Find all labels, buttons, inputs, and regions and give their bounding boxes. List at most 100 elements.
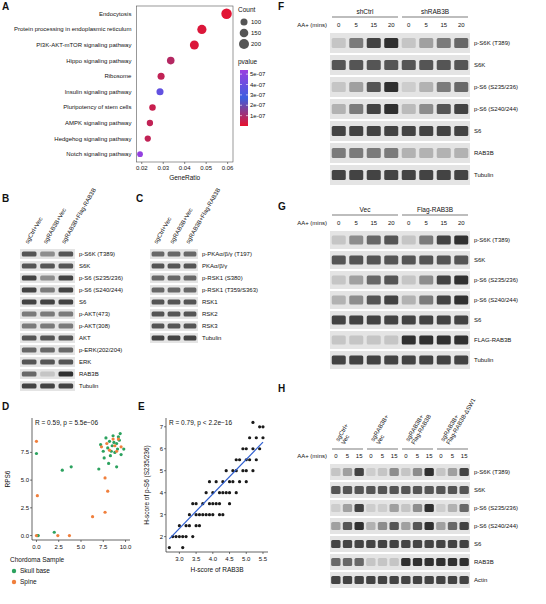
blot-band <box>331 468 340 476</box>
blot-band <box>378 486 387 494</box>
blot-band <box>401 576 410 584</box>
time-label: 0 <box>404 453 408 459</box>
blot-band <box>437 296 451 305</box>
blot-band <box>436 558 445 566</box>
time-label: 15 <box>426 453 433 459</box>
blot-band <box>425 486 434 494</box>
blot-strip <box>150 333 198 343</box>
point <box>181 546 184 549</box>
blot-band <box>349 236 363 245</box>
point <box>241 469 244 472</box>
row-label: S6 <box>474 128 482 134</box>
blot-band <box>331 504 340 512</box>
colorbar-tick <box>246 94 248 95</box>
blot-strip <box>20 357 75 367</box>
y-tick <box>30 507 32 508</box>
blot-band <box>40 372 55 377</box>
blot-band <box>343 468 352 476</box>
blot-strip <box>330 464 470 480</box>
blot-band <box>448 486 457 494</box>
blot-band <box>332 356 346 365</box>
blot-band <box>384 170 398 180</box>
point <box>102 450 105 453</box>
blot-band <box>437 170 451 180</box>
blot-band <box>384 82 398 92</box>
point <box>117 437 120 440</box>
blot-band <box>402 356 416 365</box>
blot-strip <box>150 285 198 295</box>
blot-band <box>152 276 165 281</box>
point <box>103 456 106 459</box>
point <box>208 513 211 516</box>
blot-band <box>331 540 340 548</box>
blot-band <box>40 360 55 365</box>
colorbar-tick <box>246 84 248 85</box>
x-axis-title: GeneRatio <box>169 174 200 181</box>
point <box>225 491 228 494</box>
x-tick-label: 5.5 <box>259 556 268 562</box>
x-tick-label: 5.0 <box>242 556 251 562</box>
blot-band <box>437 356 451 365</box>
point <box>91 515 94 518</box>
blot-strip <box>330 500 470 516</box>
point <box>188 524 191 527</box>
row-label: AKT <box>79 335 91 341</box>
point <box>105 442 108 445</box>
row-label: Tubulin <box>474 172 493 178</box>
blot-band <box>22 252 37 257</box>
blot-band <box>419 126 433 136</box>
blot-band <box>454 170 468 180</box>
blot-band <box>367 256 381 265</box>
blot-strip <box>150 309 198 319</box>
y-tick <box>30 452 32 453</box>
row-label: p-S6K (T389) <box>474 237 510 243</box>
blot-band <box>355 486 364 494</box>
time-label: 5 <box>425 220 429 226</box>
point <box>119 445 122 448</box>
blot-band <box>184 264 197 269</box>
blot-band <box>184 276 197 281</box>
x-tick <box>206 162 207 164</box>
blot-band <box>425 540 434 548</box>
group-header: sgRAB3B+Vec <box>370 413 396 445</box>
blot-band <box>168 312 181 317</box>
row-label: p-S6K (T389) <box>474 469 510 475</box>
x-tick <box>141 162 142 164</box>
row-label: Actin <box>474 577 487 583</box>
x-tick <box>196 552 197 554</box>
time-label: 15 <box>391 453 398 459</box>
point <box>108 449 111 452</box>
blot-band <box>436 468 445 476</box>
blot-band <box>384 276 398 285</box>
blot-band <box>355 468 364 476</box>
dot <box>167 57 175 65</box>
time-label: 15 <box>356 453 363 459</box>
blot-band <box>349 356 363 365</box>
group-header: shCtrl <box>357 8 375 15</box>
y-tick-label: 0.0 <box>21 533 30 539</box>
blot-band <box>332 126 346 136</box>
point <box>111 434 114 437</box>
blot-band <box>367 82 381 92</box>
dot <box>145 135 151 141</box>
blot-band <box>331 486 340 494</box>
y-tick <box>164 470 166 471</box>
y-axis <box>32 418 33 540</box>
blot-band <box>152 336 165 341</box>
y-tick-label: 3 <box>160 512 164 518</box>
point <box>119 432 122 435</box>
time-label: 5 <box>451 453 455 459</box>
blot-band <box>184 336 197 341</box>
point <box>194 502 197 505</box>
blot-band <box>384 60 398 70</box>
marks <box>35 432 126 537</box>
blot-band <box>448 504 457 512</box>
colorbar-tick-label: 4e-07 <box>250 82 266 88</box>
x-tick <box>163 162 164 164</box>
legend-size-label: 100 <box>251 19 262 25</box>
x-tick <box>36 540 37 542</box>
point <box>215 480 218 483</box>
group-underline <box>332 17 398 18</box>
row-label: p-S6 (S235/236) <box>79 275 123 281</box>
blot-band <box>437 148 451 158</box>
